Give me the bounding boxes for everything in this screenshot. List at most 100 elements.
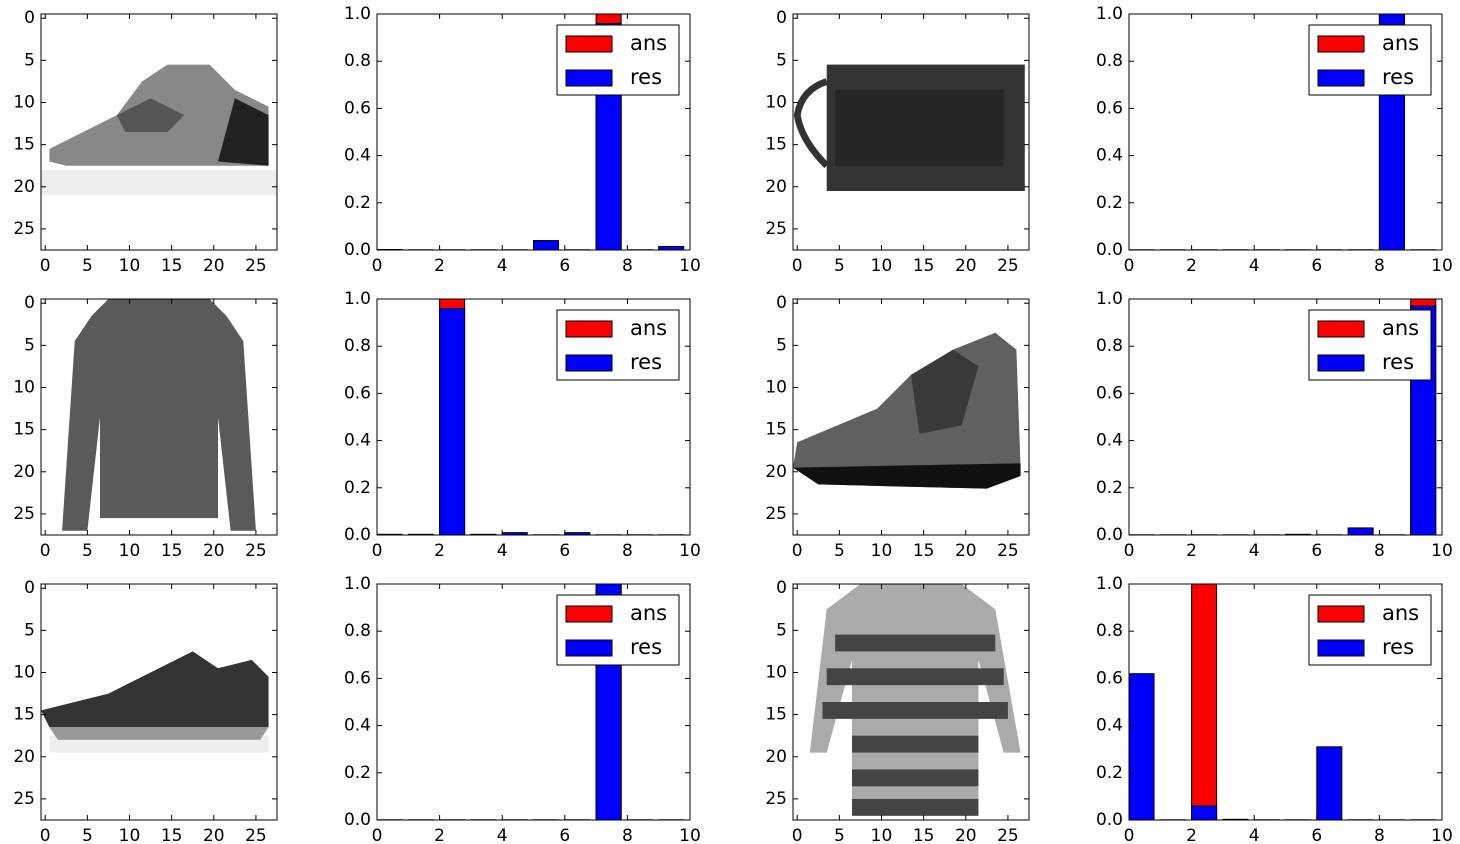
x-tick-label: 0 [1124, 256, 1135, 276]
x-tick-label: 10 [679, 826, 701, 844]
y-tick-label: 5 [776, 50, 787, 70]
legend-label: ans [1382, 31, 1419, 55]
x-tick-label: 20 [203, 541, 225, 561]
axes: 02468100.00.20.40.60.81.0ansres [344, 574, 701, 844]
x-tick-label: 20 [955, 826, 977, 844]
x-tick-label: 0 [372, 541, 383, 561]
x-tick-label: 20 [955, 256, 977, 276]
y-tick-label: 15 [765, 420, 787, 440]
x-tick-label: 15 [913, 826, 935, 844]
x-tick-label: 4 [497, 826, 508, 844]
legend-swatch [1318, 355, 1364, 371]
y-tick-label: 0.2 [1096, 478, 1123, 498]
x-tick-label: 15 [161, 256, 183, 276]
legend-label: res [1382, 350, 1414, 374]
bar [1192, 806, 1217, 820]
x-tick-label: 4 [497, 541, 508, 561]
y-tick-label: 15 [13, 420, 35, 440]
y-tick-label: 20 [765, 747, 787, 767]
y-tick-label: 0.0 [1096, 810, 1123, 830]
axes: 02468100.00.20.40.60.81.0ansres [344, 289, 701, 561]
y-tick-label: 5 [24, 50, 35, 70]
x-tick-label: 2 [434, 826, 445, 844]
y-tick-label: 1.0 [1096, 289, 1123, 309]
image-sneaker [41, 651, 269, 752]
x-tick-label: 5 [82, 541, 93, 561]
x-tick-label: 4 [497, 256, 508, 276]
y-tick-label: 0.4 [344, 716, 371, 736]
y-tick-label: 0.2 [344, 478, 371, 498]
x-tick-label: 2 [1186, 256, 1197, 276]
y-tick-label: 15 [13, 705, 35, 725]
y-tick-label: 0.2 [1096, 763, 1123, 783]
axes: 05101520250510152025 [13, 293, 277, 561]
x-tick-label: 8 [622, 826, 633, 844]
y-tick-label: 20 [13, 747, 35, 767]
image-stripe [835, 635, 995, 652]
legend-swatch [1318, 70, 1364, 86]
y-tick-label: 1.0 [344, 289, 371, 309]
y-tick-label: 25 [765, 219, 787, 239]
y-tick-label: 0.4 [344, 431, 371, 451]
y-tick-label: 1.0 [344, 574, 371, 594]
x-tick-label: 2 [1186, 826, 1197, 844]
legend-label: ans [630, 316, 667, 340]
x-tick-label: 15 [161, 541, 183, 561]
x-tick-label: 0 [1124, 541, 1135, 561]
legend-label: res [1382, 65, 1414, 89]
y-tick-label: 0.8 [1096, 51, 1123, 71]
legend-label: ans [1382, 601, 1419, 625]
bar [1317, 747, 1342, 820]
x-tick-label: 8 [622, 541, 633, 561]
x-tick-label: 10 [1431, 256, 1453, 276]
y-tick-label: 15 [765, 705, 787, 725]
y-tick-label: 10 [13, 93, 35, 113]
x-tick-label: 6 [559, 826, 570, 844]
x-tick-label: 20 [955, 541, 977, 561]
y-tick-label: 20 [765, 177, 787, 197]
x-tick-label: 0 [40, 256, 51, 276]
x-tick-label: 8 [1374, 256, 1385, 276]
y-tick-label: 0.4 [1096, 716, 1123, 736]
x-tick-label: 10 [679, 256, 701, 276]
image-sneaker [41, 65, 277, 196]
y-tick-label: 0.8 [1096, 621, 1123, 641]
x-tick-label: 5 [82, 826, 93, 844]
x-tick-label: 0 [792, 541, 803, 561]
y-tick-label: 0.6 [344, 98, 371, 118]
y-tick-label: 20 [765, 462, 787, 482]
y-tick-label: 25 [13, 504, 35, 524]
x-tick-label: 10 [119, 541, 141, 561]
y-tick-label: 5 [24, 620, 35, 640]
legend-swatch [1318, 36, 1364, 52]
legend-label: res [630, 65, 662, 89]
legend-swatch [566, 606, 612, 622]
legend: ansres [1309, 310, 1431, 380]
x-tick-label: 0 [372, 256, 383, 276]
x-tick-label: 8 [622, 256, 633, 276]
x-tick-label: 0 [372, 826, 383, 844]
x-tick-label: 15 [913, 256, 935, 276]
y-tick-label: 0.2 [344, 193, 371, 213]
y-tick-label: 0.4 [1096, 431, 1123, 451]
y-tick-label: 10 [765, 93, 787, 113]
y-tick-label: 0.0 [344, 525, 371, 545]
legend-label: res [630, 350, 662, 374]
y-tick-label: 0.0 [1096, 240, 1123, 260]
y-tick-label: 1.0 [1096, 4, 1123, 24]
y-tick-label: 0 [776, 293, 787, 313]
y-tick-label: 25 [13, 219, 35, 239]
y-tick-label: 5 [776, 620, 787, 640]
y-tick-label: 0.4 [1096, 146, 1123, 166]
image-stripe [852, 736, 978, 753]
y-tick-label: 0.0 [344, 810, 371, 830]
y-tick-label: 15 [13, 135, 35, 155]
x-tick-label: 25 [245, 256, 267, 276]
legend-swatch [1318, 321, 1364, 337]
x-tick-label: 10 [1431, 826, 1453, 844]
image-stripe [852, 769, 978, 786]
y-tick-label: 0 [24, 578, 35, 598]
